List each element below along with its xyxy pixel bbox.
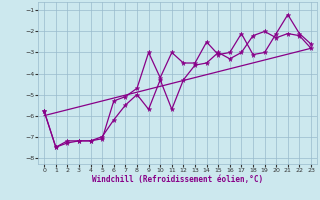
X-axis label: Windchill (Refroidissement éolien,°C): Windchill (Refroidissement éolien,°C) bbox=[92, 175, 263, 184]
